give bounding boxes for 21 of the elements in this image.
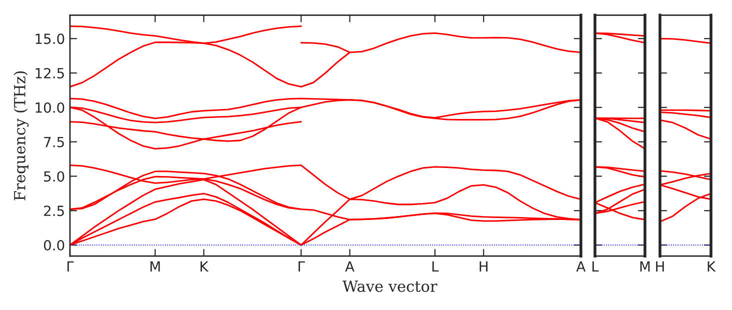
- x-tick-label: L: [592, 261, 599, 272]
- x-axis-title: Wave vector: [342, 280, 438, 292]
- y-axis-title: Frequency (THz): [14, 71, 29, 200]
- x-tick-label: K: [708, 261, 716, 272]
- x-tick-label: H: [480, 261, 488, 272]
- y-tick-label: 10.0: [36, 102, 64, 113]
- y-tick-label: 15.0: [36, 34, 64, 44]
- y-tick-label: 0.0: [44, 240, 64, 251]
- y-tick-label: 2.5: [44, 206, 64, 216]
- x-tick-label: Γ: [67, 261, 74, 272]
- x-tick-label: Γ: [298, 261, 305, 272]
- y-tick-label: 7.5: [44, 136, 64, 148]
- x-tick-label: M: [150, 261, 160, 272]
- x-tick-label: H: [656, 261, 664, 272]
- y-tick-label: 5.0: [44, 171, 64, 182]
- y-tick-label: 12.5: [36, 68, 64, 78]
- x-tick-label: A: [576, 261, 586, 272]
- x-tick-label: A: [345, 261, 354, 272]
- x-tick-label: K: [200, 261, 209, 272]
- x-tick-label: L: [432, 261, 439, 272]
- x-tick-label: M: [640, 261, 650, 272]
